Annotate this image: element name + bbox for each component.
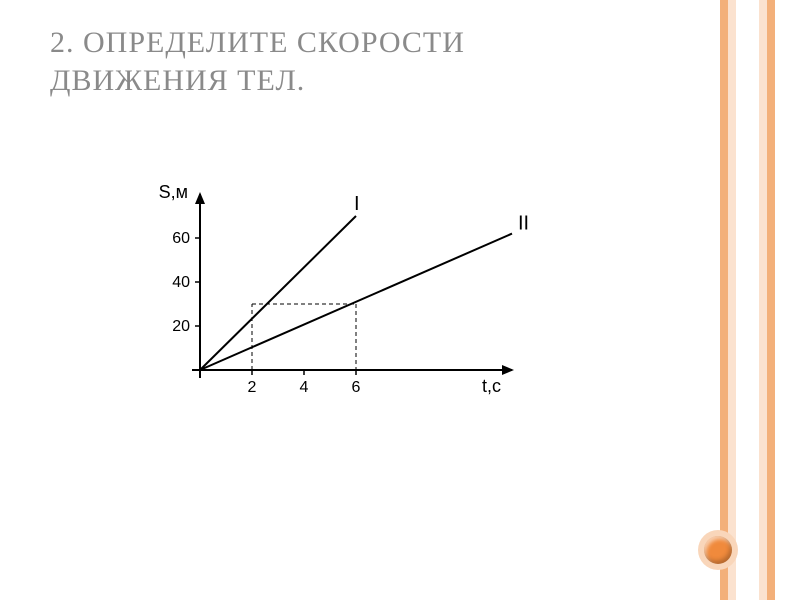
badge-inner-dot <box>704 536 732 564</box>
x-tick-label: 2 <box>248 379 257 396</box>
title-line-1: 2. ОПРЕДЕЛИТЕ СКОРОСТИ <box>50 26 465 59</box>
stripe-outer-right <box>767 0 775 600</box>
stripe-outer-left <box>720 0 728 600</box>
x-axis-arrow-icon <box>502 365 514 375</box>
series-label: II <box>518 213 529 235</box>
y-axis-label: S,м <box>159 182 188 202</box>
distance-time-chart: 204060246S,мt,cIII <box>140 160 580 420</box>
slide-title: 2. ОПРЕДЕЛИТЕ СКОРОСТИ ДВИЖЕНИЯ ТЕЛ. <box>50 24 465 99</box>
y-axis-arrow-icon <box>195 192 205 204</box>
stripe-inner-left <box>728 0 736 600</box>
x-tick-label: 6 <box>352 379 361 396</box>
title-line-2: ДВИЖЕНИЯ ТЕЛ. <box>50 64 305 97</box>
y-tick-label: 60 <box>172 230 190 247</box>
corner-badge-icon <box>698 530 738 570</box>
y-tick-label: 40 <box>172 274 190 291</box>
x-tick-label: 4 <box>300 379 309 396</box>
chart-svg: 204060246S,мt,cIII <box>140 160 580 420</box>
series-line <box>200 216 356 370</box>
series-label: I <box>354 193 360 215</box>
stripe-inner-right <box>759 0 767 600</box>
x-axis-label: t,c <box>482 376 501 396</box>
y-tick-label: 20 <box>172 318 190 335</box>
